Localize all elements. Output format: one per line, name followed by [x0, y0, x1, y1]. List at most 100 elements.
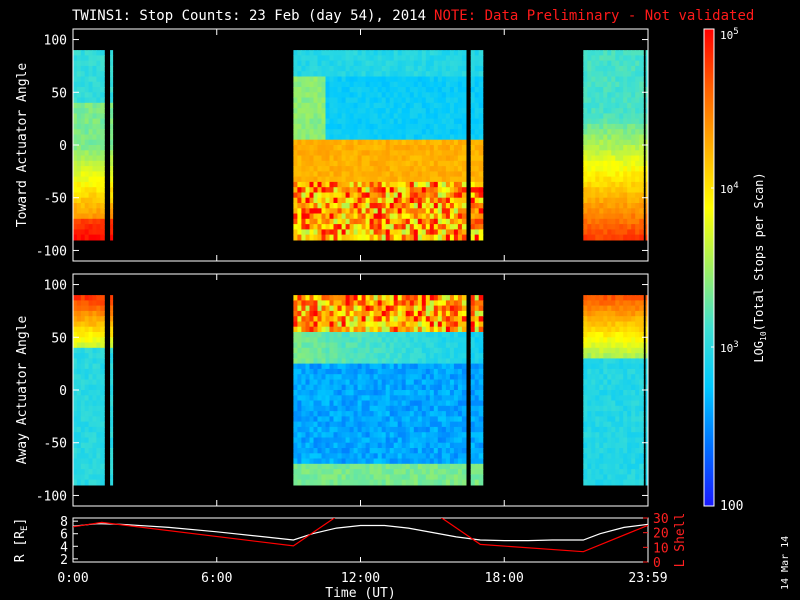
heatmap-cell — [96, 123, 101, 130]
heatmap-cell — [341, 353, 347, 359]
heatmap-cell — [365, 400, 371, 407]
heatmap-cell — [583, 453, 588, 460]
heatmap-cell — [409, 332, 415, 338]
heatmap-cell — [369, 411, 375, 417]
heatmap-cell — [587, 60, 592, 67]
heatmap-cell — [433, 192, 439, 199]
heatmap-cell — [337, 353, 343, 359]
heatmap-cell — [92, 71, 97, 78]
heatmap-cell — [317, 123, 323, 130]
heatmap-cell — [357, 102, 363, 109]
heatmap-cell — [627, 176, 632, 183]
heatmap-cell — [337, 81, 343, 88]
heatmap-cell — [393, 155, 399, 162]
heatmap-cell — [333, 123, 339, 130]
heatmap-cell — [421, 160, 427, 167]
heatmap-cell — [615, 363, 620, 370]
heatmap-cell — [421, 453, 427, 460]
heatmap-cell — [615, 134, 620, 141]
heatmap-cell — [329, 347, 335, 354]
heatmap-cells — [73, 50, 648, 241]
heatmap-cell — [421, 71, 427, 78]
heatmap-cell — [615, 390, 620, 396]
heatmap-cell — [627, 181, 632, 188]
heatmap-cell — [110, 81, 114, 88]
heatmap-cell — [417, 337, 423, 344]
heatmap-cell — [583, 474, 588, 481]
heatmap-cell — [409, 305, 415, 312]
heatmap-cell — [385, 197, 391, 204]
heatmap-cell — [591, 76, 596, 83]
heatmap-cell — [619, 171, 624, 178]
heatmap-cell — [321, 155, 327, 162]
heatmap-cell — [377, 76, 383, 83]
heatmap-cell — [333, 155, 339, 162]
heatmap-cell — [365, 321, 371, 328]
heatmap-cell — [321, 213, 327, 220]
heatmap-cell — [631, 234, 636, 241]
heatmap-cell — [425, 145, 431, 151]
heatmap-cell — [453, 171, 459, 178]
heatmap-cell — [88, 368, 94, 375]
heatmap-cell — [607, 171, 612, 178]
heatmap-cell — [349, 187, 355, 194]
heatmap-cell — [100, 203, 105, 209]
heatmap-cell — [88, 113, 94, 120]
heatmap-cell — [607, 71, 612, 78]
heatmap-cell — [615, 463, 620, 470]
heatmap-cell — [293, 50, 298, 56]
heatmap-cell — [449, 123, 455, 130]
heatmap-cell — [329, 368, 335, 375]
heatmap-cell — [627, 55, 632, 62]
heatmap-cell — [607, 65, 612, 72]
heatmap-cell — [313, 379, 319, 386]
heatmap-cell — [401, 358, 407, 365]
heatmap-cell — [583, 405, 588, 412]
heatmap-cell — [92, 208, 97, 215]
heatmap-cell — [80, 310, 86, 317]
heatmap-cell — [619, 102, 624, 109]
heatmap-cell — [417, 432, 423, 439]
heatmap-cell — [341, 134, 347, 141]
heatmap-cell — [401, 384, 407, 391]
heatmap-cell — [389, 426, 395, 433]
heatmap-cell — [615, 224, 620, 230]
heatmap-cell — [425, 218, 431, 225]
heatmap-cell — [333, 197, 339, 204]
heatmap-cell — [305, 218, 311, 225]
heatmap-cell — [389, 374, 395, 381]
heatmap-cell — [73, 181, 78, 188]
heatmap-cell — [345, 400, 351, 407]
heatmap-cell — [92, 310, 97, 317]
heatmap-cell — [361, 150, 367, 157]
heatmap-cell — [449, 155, 455, 162]
heatmap-cell — [409, 113, 415, 120]
heatmap-cell — [401, 342, 407, 349]
heatmap-cell — [293, 421, 298, 428]
heatmap-cell — [449, 203, 455, 209]
heatmap-cell — [369, 453, 375, 460]
heatmap-cell — [413, 171, 419, 178]
heatmap-cell — [393, 81, 399, 88]
heatmap-cell — [441, 437, 447, 444]
heatmap-cell — [313, 50, 319, 56]
heatmap-cell — [357, 421, 363, 428]
heatmap-cell — [301, 213, 306, 220]
heatmap-cell — [441, 81, 447, 88]
heatmap-cell — [349, 469, 355, 475]
heatmap-cell — [389, 192, 395, 199]
heatmap-cell — [631, 71, 636, 78]
heatmap-cell — [313, 197, 319, 204]
heatmap-cell — [421, 229, 427, 236]
heatmap-cell — [73, 218, 78, 225]
heatmap-cell — [301, 405, 306, 412]
heatmap-cell — [100, 171, 105, 178]
heatmap-cell — [80, 224, 86, 230]
heatmap-cell — [369, 213, 375, 220]
heatmap-cell — [341, 374, 347, 381]
heatmap-cell — [474, 50, 480, 56]
heatmap-cell — [587, 234, 592, 241]
heatmap-cell — [309, 448, 315, 454]
heatmap-cell — [337, 97, 343, 104]
heatmap-cell — [461, 145, 467, 151]
